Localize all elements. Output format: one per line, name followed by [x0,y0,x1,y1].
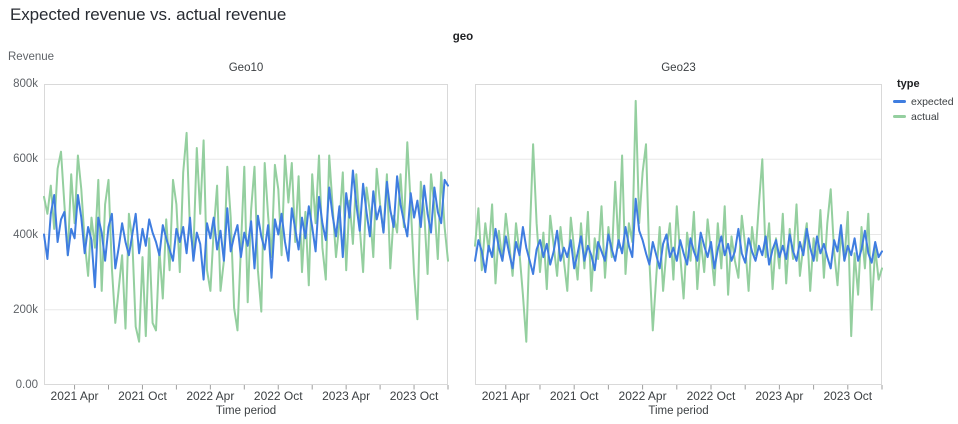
legend-label: actual [911,110,940,123]
y-axis-title: Revenue [8,51,55,63]
y-tick-label: 800k [13,78,38,90]
legend-swatch-icon [893,115,906,118]
facet-title: Geo10 [228,62,264,74]
x-tick-label: 2021 Oct [549,389,599,403]
x-tick-label: 2021 Apr [481,389,530,403]
x-tick-label: 2022 Oct [253,389,303,403]
x-tick-label: 2023 Apr [755,389,804,403]
x-axis-title: Time period [215,405,277,417]
y-tick-label: 200k [13,303,38,316]
legend-item-actual[interactable]: actual [893,109,957,124]
x-tick-label: 2023 Apr [322,389,371,403]
legend-items: expected actual [893,94,957,124]
y-tick-label: 600k [13,153,38,166]
legend-label: expected [911,95,954,108]
page-title: Expected revenue vs. actual revenue [10,5,287,24]
x-tick-label: 2021 Apr [50,389,99,403]
x-axis-title: Time period [648,405,709,417]
x-tick-label: 2022 Apr [618,389,667,403]
x-tick-label: 2022 Oct [686,389,736,403]
expected-line [43,169,449,289]
facet-field-label: geo [452,31,474,43]
y-tick-label: 400k [13,228,38,241]
x-tick-label: 2021 Oct [118,389,167,403]
actual-line [474,99,883,343]
facet-title: Geo23 [661,62,696,74]
legend: type expected actual [893,78,957,124]
legend-item-expected[interactable]: expected [893,94,957,109]
legend-swatch-icon [893,100,906,103]
x-tick-label: 2023 Oct [823,389,873,403]
legend-title: type [897,78,920,90]
x-tick-label: 2023 Oct [389,389,439,403]
y-tick-label: 0.00 [15,379,38,391]
x-tick-label: 2022 Apr [186,389,235,403]
expected-line [474,197,883,275]
